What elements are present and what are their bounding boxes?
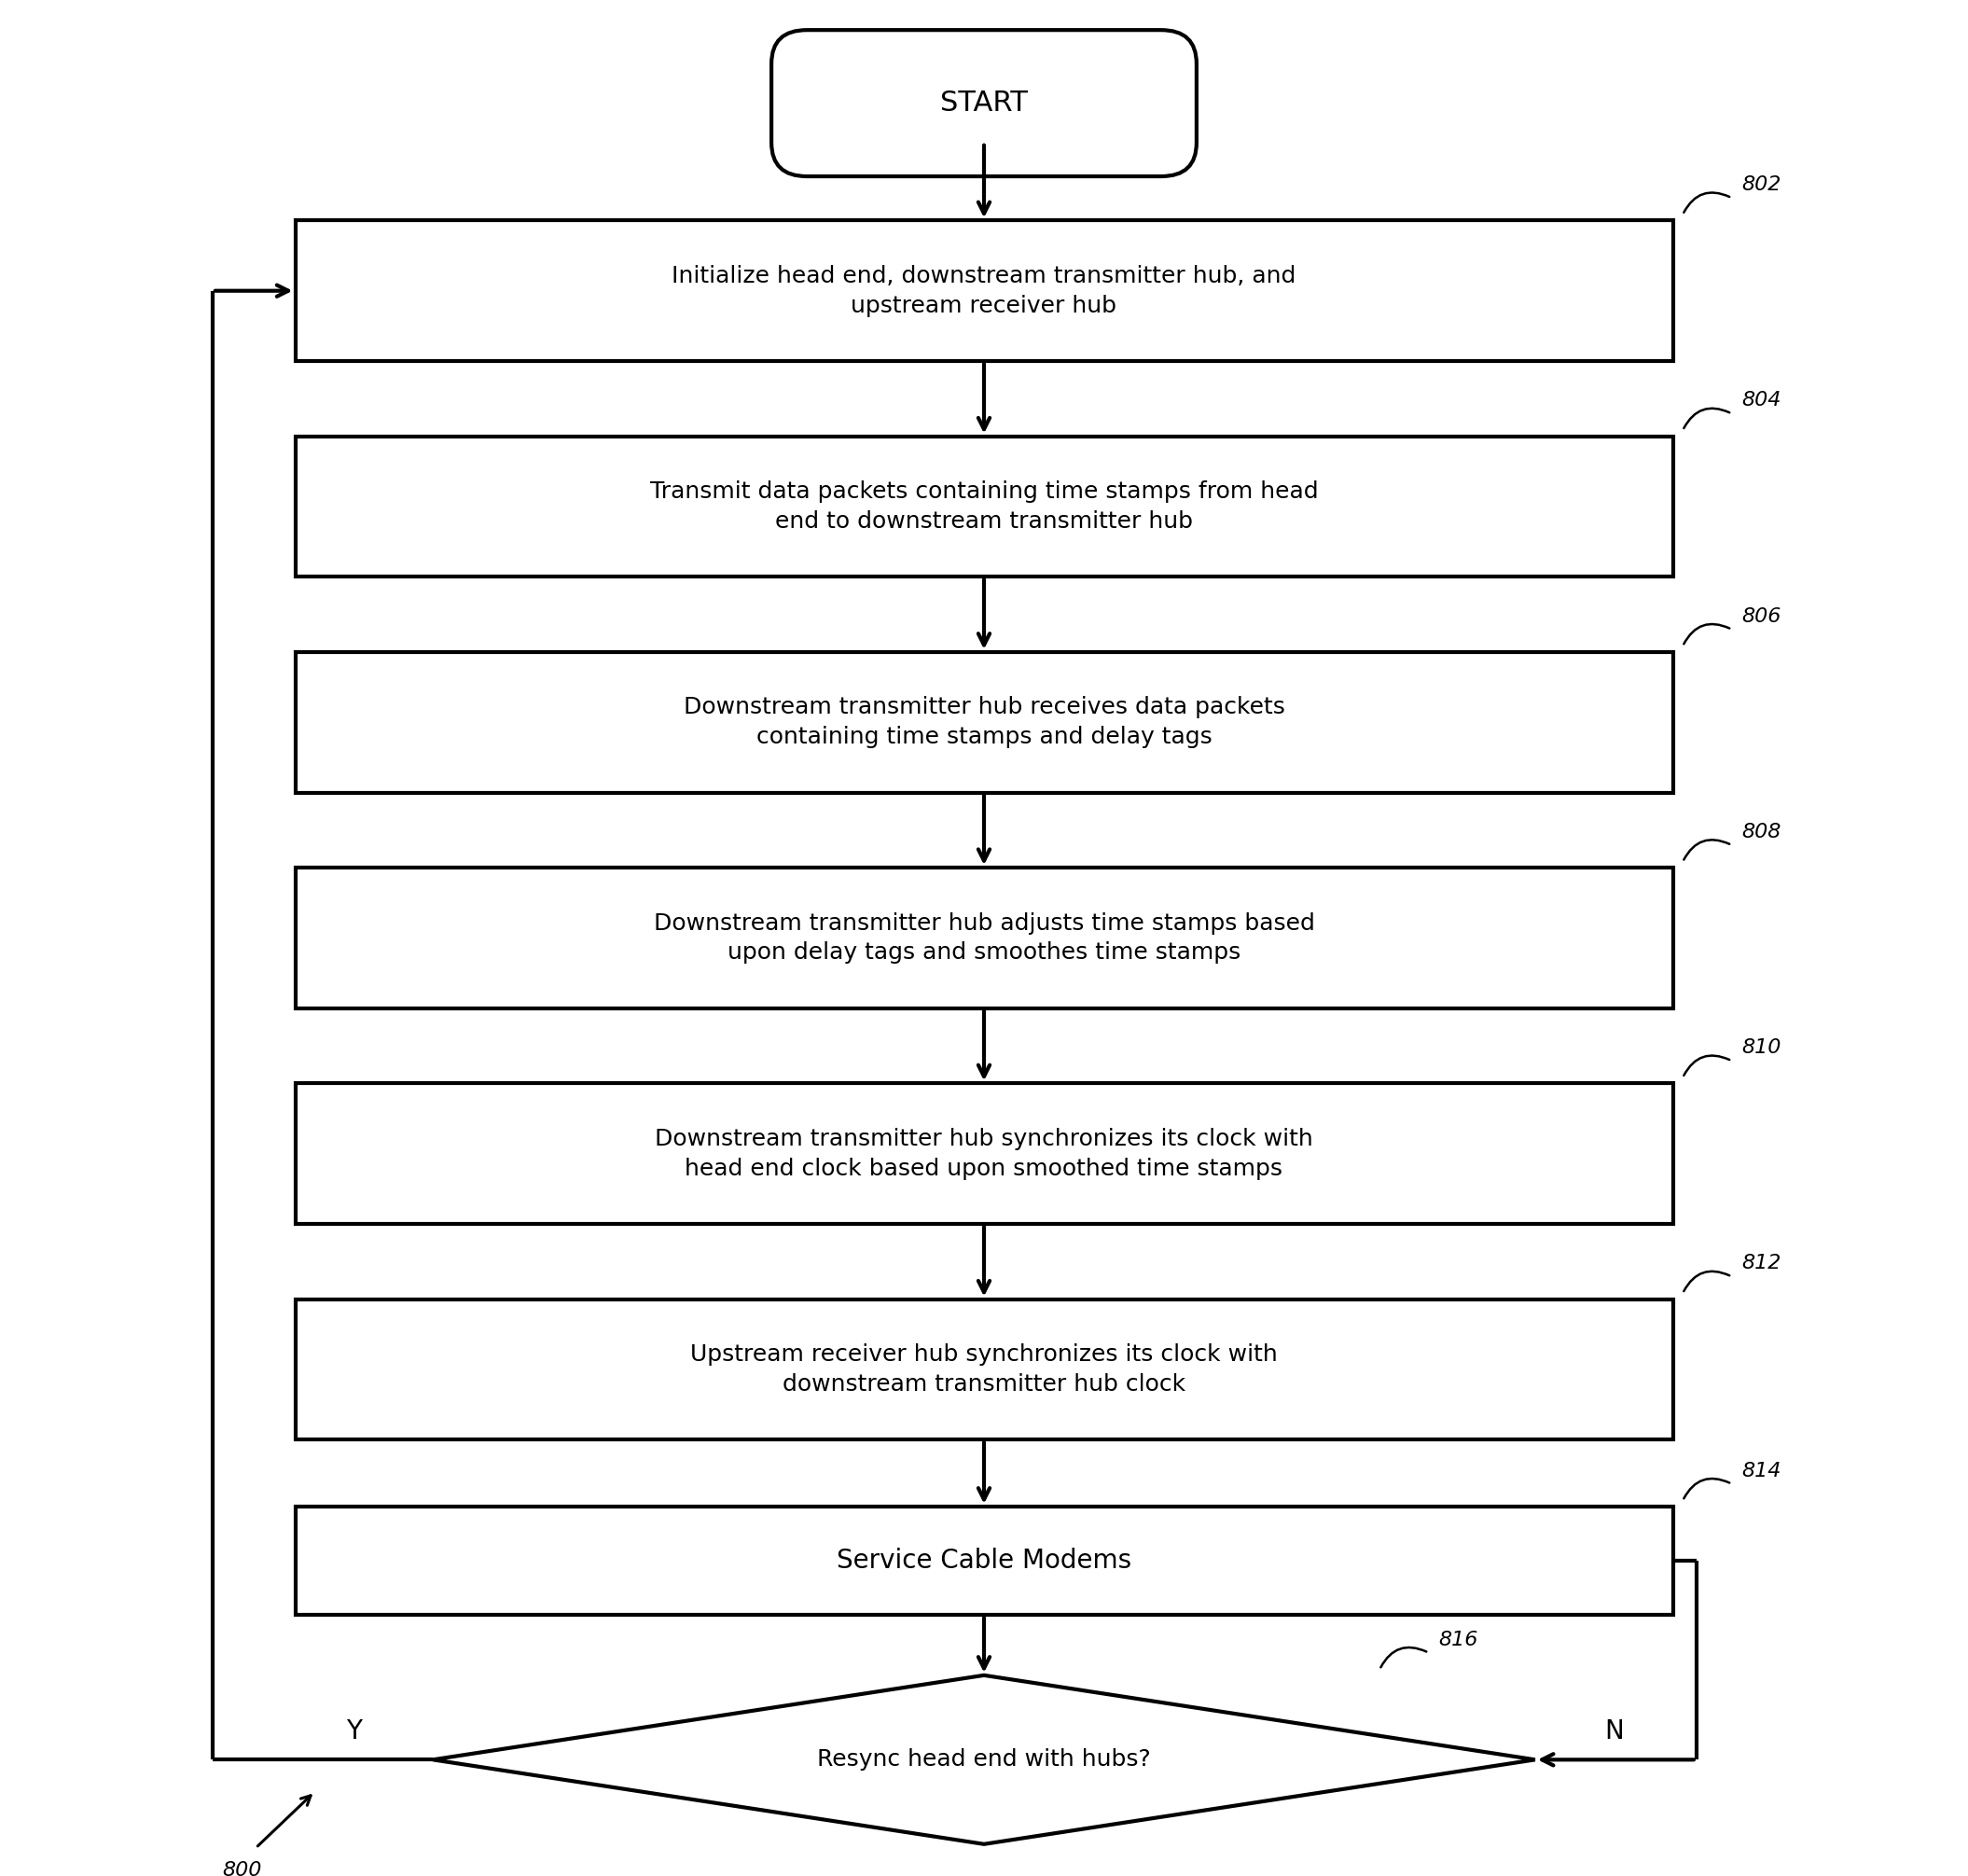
Bar xyxy=(295,1082,1673,1223)
Text: Downstream transmitter hub adjusts time stamps based
upon delay tags and smoothe: Downstream transmitter hub adjusts time … xyxy=(653,912,1315,964)
Text: 806: 806 xyxy=(1742,608,1781,627)
Text: N: N xyxy=(1604,1718,1624,1745)
Bar xyxy=(295,869,1673,1009)
Bar xyxy=(295,653,1673,794)
Text: Y: Y xyxy=(346,1718,362,1745)
FancyBboxPatch shape xyxy=(771,30,1197,176)
Text: 810: 810 xyxy=(1742,1039,1781,1058)
Text: Transmit data packets containing time stamps from head
end to downstream transmi: Transmit data packets containing time st… xyxy=(649,480,1319,533)
Text: 816: 816 xyxy=(1439,1630,1478,1649)
Bar xyxy=(295,437,1673,578)
Text: Service Cable Modems: Service Cable Modems xyxy=(836,1548,1132,1574)
Bar xyxy=(295,1300,1673,1441)
Text: Upstream receiver hub synchronizes its clock with
downstream transmitter hub clo: Upstream receiver hub synchronizes its c… xyxy=(691,1343,1277,1396)
Text: 802: 802 xyxy=(1742,176,1781,195)
Bar xyxy=(295,221,1673,362)
Text: Downstream transmitter hub receives data packets
containing time stamps and dela: Downstream transmitter hub receives data… xyxy=(683,696,1285,749)
Text: 808: 808 xyxy=(1742,824,1781,842)
Polygon shape xyxy=(433,1675,1535,1844)
Text: Downstream transmitter hub synchronizes its clock with
head end clock based upon: Downstream transmitter hub synchronizes … xyxy=(655,1127,1313,1180)
Text: 812: 812 xyxy=(1742,1255,1781,1272)
Bar xyxy=(295,1506,1673,1615)
Text: 804: 804 xyxy=(1742,392,1781,411)
Text: 814: 814 xyxy=(1742,1461,1781,1480)
Text: 800: 800 xyxy=(222,1861,262,1876)
Text: Initialize head end, downstream transmitter hub, and
upstream receiver hub: Initialize head end, downstream transmit… xyxy=(671,265,1297,317)
Text: Resync head end with hubs?: Resync head end with hubs? xyxy=(817,1748,1151,1771)
Text: START: START xyxy=(941,90,1027,116)
